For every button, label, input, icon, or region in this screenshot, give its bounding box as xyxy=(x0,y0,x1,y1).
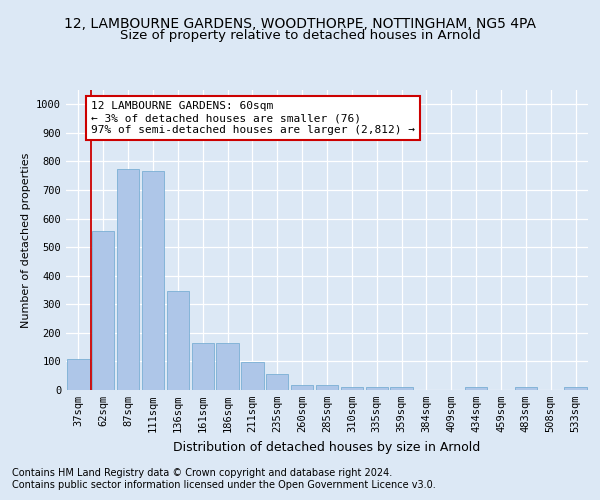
Text: Contains HM Land Registry data © Crown copyright and database right 2024.: Contains HM Land Registry data © Crown c… xyxy=(12,468,392,477)
Bar xyxy=(341,387,363,390)
Bar xyxy=(241,362,263,390)
Bar xyxy=(465,387,487,390)
Bar xyxy=(142,172,164,390)
Bar xyxy=(391,387,413,390)
Bar xyxy=(67,358,89,390)
X-axis label: Distribution of detached houses by size in Arnold: Distribution of detached houses by size … xyxy=(173,440,481,454)
Text: 12, LAMBOURNE GARDENS, WOODTHORPE, NOTTINGHAM, NG5 4PA: 12, LAMBOURNE GARDENS, WOODTHORPE, NOTTI… xyxy=(64,18,536,32)
Text: 12 LAMBOURNE GARDENS: 60sqm
← 3% of detached houses are smaller (76)
97% of semi: 12 LAMBOURNE GARDENS: 60sqm ← 3% of deta… xyxy=(91,102,415,134)
Bar xyxy=(316,385,338,390)
Text: Size of property relative to detached houses in Arnold: Size of property relative to detached ho… xyxy=(119,28,481,42)
Bar xyxy=(365,387,388,390)
Text: Contains public sector information licensed under the Open Government Licence v3: Contains public sector information licen… xyxy=(12,480,436,490)
Bar xyxy=(117,168,139,390)
Bar xyxy=(291,385,313,390)
Bar xyxy=(191,343,214,390)
Bar xyxy=(167,292,189,390)
Y-axis label: Number of detached properties: Number of detached properties xyxy=(20,152,31,328)
Bar xyxy=(515,387,537,390)
Bar xyxy=(565,387,587,390)
Bar xyxy=(92,232,115,390)
Bar xyxy=(266,374,289,390)
Bar xyxy=(217,343,239,390)
